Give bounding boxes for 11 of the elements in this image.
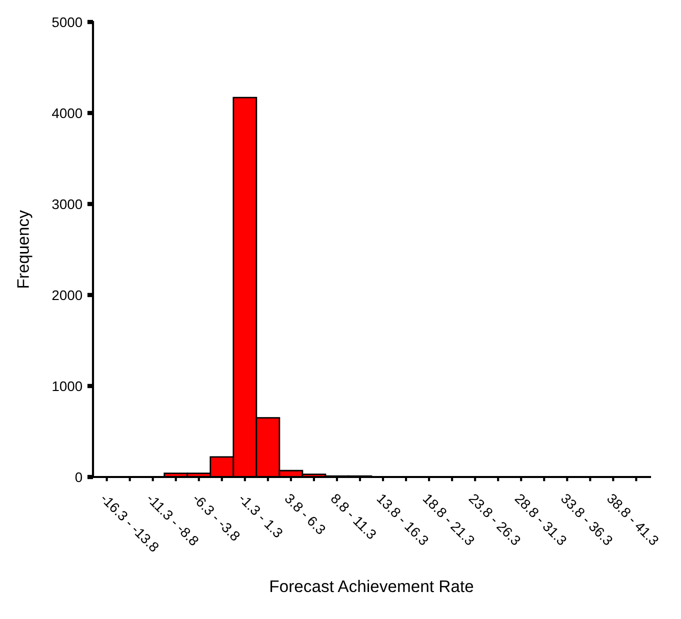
y-tick-label: 0	[75, 472, 82, 482]
y-tick-label: 3000	[52, 199, 82, 210]
x-tick-label: -1.3 - 1.3	[238, 492, 284, 538]
x-tick-label: 3.8 - 6.3	[284, 492, 326, 536]
y-tick-label: 2000	[52, 290, 82, 300]
y-tick-label: 1000	[52, 381, 82, 392]
x-axis-title: Forecast Achievement Rate	[270, 580, 474, 592]
y-axis-title: Frequency	[17, 210, 32, 288]
y-tick-label: 4000	[52, 108, 82, 118]
y-tick-label: 5000	[52, 17, 82, 28]
x-tick-label: 8.8 - 11.3	[330, 492, 378, 540]
